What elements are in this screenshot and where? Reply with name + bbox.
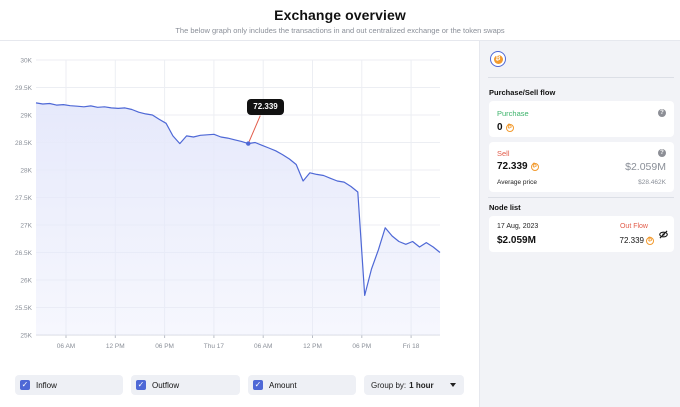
sell-value: 72.339 ₿	[497, 161, 539, 172]
node-token-value: 72.339	[619, 236, 644, 245]
tooltip-leader	[247, 115, 261, 144]
sell-amount: 72.339	[497, 161, 528, 172]
purchase-card: Purchase ? 0 ₿	[489, 101, 674, 137]
node-date: 17 Aug, 2023	[497, 223, 539, 230]
node-amount-token: 72.339 ₿	[620, 236, 654, 245]
y-tick-label: 29K	[20, 112, 32, 119]
page-title: Exchange overview	[274, 7, 406, 23]
node-section-title: Node list	[489, 203, 521, 212]
outflow-label: Outflow	[152, 380, 180, 390]
chevron-down-icon	[450, 383, 456, 387]
node-amount-usd: $2.059M	[497, 235, 536, 246]
series-area	[36, 102, 440, 336]
chart-tooltip: 72.339	[247, 98, 284, 115]
amount-checkbox[interactable]: ✓ Amount	[248, 375, 356, 395]
x-tick-label: 12 PM	[106, 343, 125, 350]
avg-price-value: $28.462K	[638, 179, 666, 186]
token-badge[interactable]: ₿	[490, 51, 506, 67]
sell-label: Sell	[497, 149, 510, 158]
y-tick-label: 25.5K	[15, 305, 33, 312]
y-tick-label: 25K	[20, 332, 32, 339]
x-tick-label: Thu 17	[204, 343, 225, 350]
y-tick-label: 28.5K	[15, 140, 33, 147]
node-flow-type: Out Flow	[619, 223, 648, 230]
chart-controls: ✓ Inflow ✓ Outflow ✓ Amount Group by: 1 …	[0, 372, 478, 407]
check-icon: ✓	[136, 380, 146, 390]
y-tick-label: 27.5K	[15, 195, 33, 202]
y-tick-label: 26K	[20, 277, 32, 284]
avg-price-label: Average price	[497, 179, 537, 186]
flow-section-title: Purchase/Sell flow	[489, 88, 556, 97]
group-by-value: 1 hour	[409, 380, 434, 390]
chart-svg[interactable]: 25K 25.5K 26K 26.5K 27K 27.5K 28K 28.5K 29K 29.5K…	[0, 41, 478, 371]
y-tick-label: 30K	[20, 57, 32, 64]
purchase-amount: 0	[497, 122, 503, 133]
y-tick-label: 29.5K	[15, 85, 33, 92]
amount-label: Amount	[269, 380, 297, 390]
sidebar-divider	[488, 77, 674, 78]
x-tick-label: 06 PM	[352, 343, 371, 350]
exchange-chart[interactable]: 25K 25.5K 26K 26.5K 27K 27.5K 28K 28.5K 29K 29.5K…	[0, 41, 478, 371]
sidebar-divider	[488, 197, 674, 198]
x-tick-label: 06 PM	[155, 343, 174, 350]
sell-usd: $2.059M	[625, 161, 666, 173]
bitcoin-icon: ₿	[646, 236, 654, 245]
group-by-label: Group by:	[371, 380, 407, 390]
sidebar: ₿ Purchase/Sell flow Purchase ? 0 ₿ Sell…	[479, 41, 680, 407]
check-icon: ✓	[20, 380, 30, 390]
inflow-checkbox[interactable]: ✓ Inflow	[15, 375, 123, 395]
page-subtitle: The below graph only includes the transa…	[175, 26, 505, 35]
bitcoin-icon: ₿	[505, 123, 514, 132]
group-by-select[interactable]: Group by: 1 hour	[364, 375, 464, 395]
x-tick-label: 06 AM	[57, 343, 75, 350]
bitcoin-icon: ₿	[530, 162, 539, 171]
node-list-item[interactable]: 17 Aug, 2023 Out Flow $2.059M 72.339 ₿	[489, 216, 674, 252]
y-tick-label: 28K	[20, 167, 32, 174]
y-tick-label: 26.5K	[15, 250, 33, 257]
outflow-checkbox[interactable]: ✓ Outflow	[131, 375, 240, 395]
help-icon[interactable]: ?	[658, 149, 666, 157]
eye-off-icon[interactable]	[659, 230, 668, 239]
y-tick-label: 27K	[20, 222, 32, 229]
x-tick-label: 06 AM	[254, 343, 272, 350]
purchase-label: Purchase	[497, 109, 529, 118]
inflow-label: Inflow	[36, 380, 57, 390]
header-divider	[0, 40, 680, 41]
series-line	[35, 102, 441, 296]
help-icon[interactable]: ?	[658, 109, 666, 117]
x-tick-label: 12 PM	[303, 343, 322, 350]
sell-card: Sell ? 72.339 ₿ $2.059M Average price $2…	[489, 142, 674, 192]
highlight-marker	[246, 141, 251, 146]
check-icon: ✓	[253, 380, 263, 390]
page-header: Exchange overview The below graph only i…	[0, 0, 680, 40]
x-tick-label: Fri 18	[403, 343, 420, 350]
bitcoin-icon: ₿	[493, 54, 503, 64]
purchase-value: 0 ₿	[497, 122, 514, 133]
